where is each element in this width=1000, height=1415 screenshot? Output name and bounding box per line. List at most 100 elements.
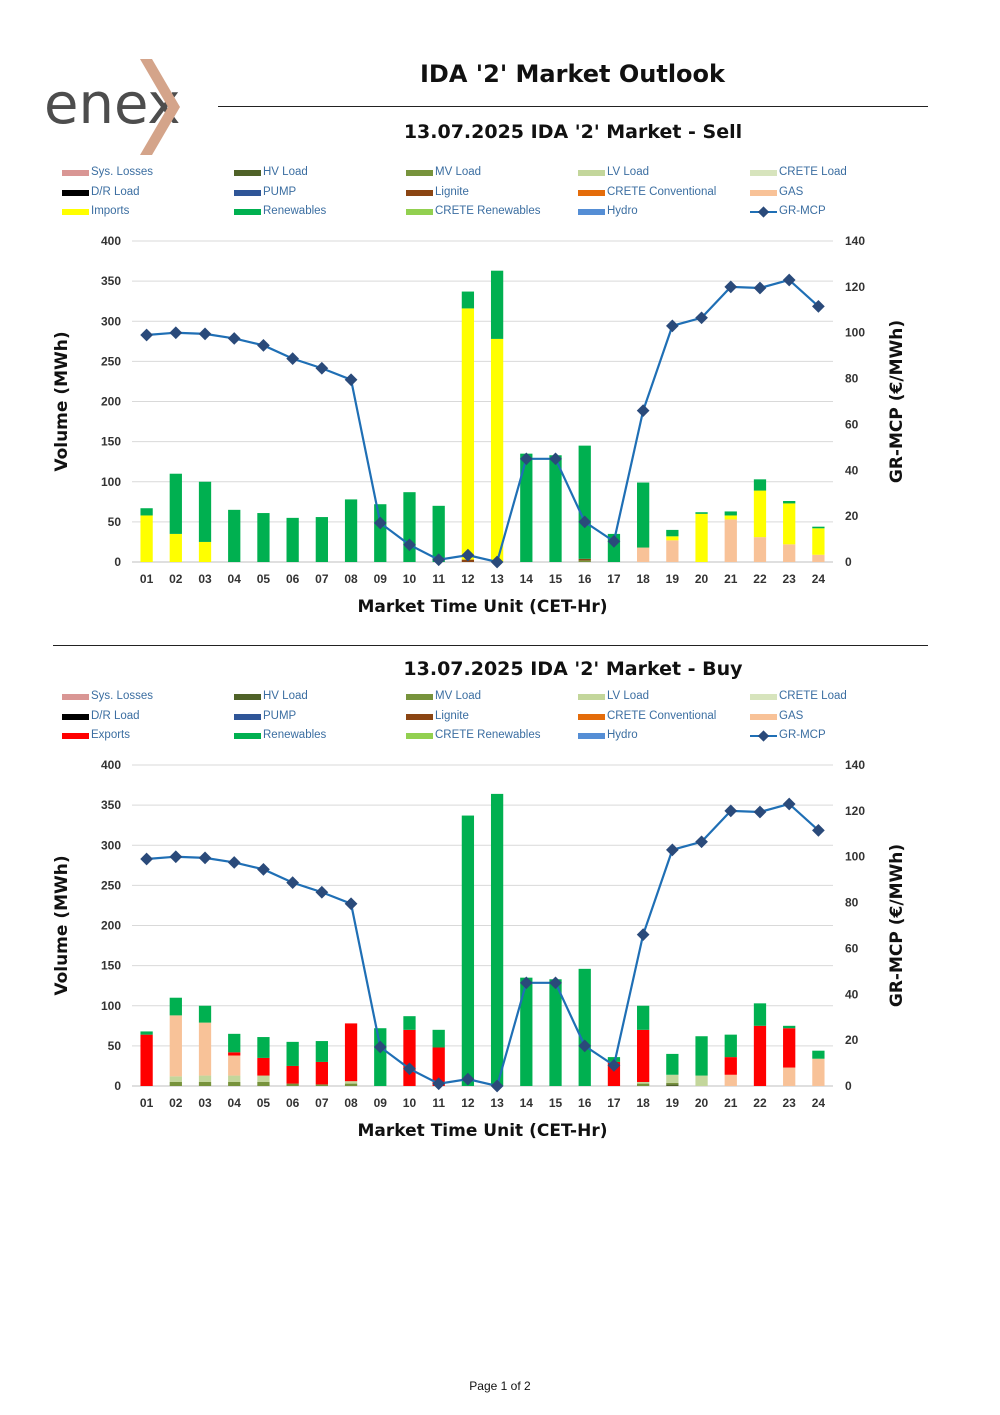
gr-mcp-point: [140, 852, 153, 866]
bar-gas: [812, 1058, 825, 1086]
y2-tick-label: 120: [845, 804, 865, 818]
bar-renewables: [549, 979, 562, 1086]
gridlines: [132, 764, 833, 1087]
gr-mcp-markers: [140, 797, 825, 1093]
x-tick-label: 08: [344, 572, 358, 586]
legend-label: Sys. Losses: [91, 690, 153, 702]
bar-imports: [783, 503, 796, 545]
y-tick-label: 350: [101, 798, 121, 812]
bar-exports: [257, 1057, 270, 1076]
bar-renewables: [286, 1041, 299, 1066]
x-tick-label: 20: [695, 572, 709, 586]
bar-renewables: [666, 529, 679, 537]
bar-lignite: [578, 558, 591, 561]
buy-chart: 0501001502002503003504000204060801001201…: [52, 758, 907, 1141]
legend-swatch-gas: [750, 189, 777, 196]
y-tick-label: 250: [101, 354, 121, 368]
x-tick-label: 02: [169, 572, 183, 586]
bar-imports: [198, 541, 212, 562]
y2-tick-label: 40: [845, 463, 859, 477]
bar-mv-load: [286, 1083, 299, 1086]
x-tick-label: 04: [228, 1096, 242, 1110]
gr-mcp-point: [169, 850, 183, 864]
page-title: IDA '2' Market Outlook: [420, 60, 725, 88]
x-tick-label: 03: [198, 1096, 212, 1110]
bar-gas: [753, 537, 767, 562]
bar-mv-load: [228, 1081, 241, 1086]
bar-renewables: [198, 1005, 212, 1023]
legend-swatch-sys-losses: [62, 170, 89, 176]
legend-label: MV Load: [435, 166, 482, 178]
legend-label: PUMP: [263, 709, 297, 722]
legend-swatch-renewables: [234, 733, 261, 739]
y-tick-label: 0: [114, 1079, 121, 1093]
logo-chevron-icon: [140, 59, 180, 155]
bar-renewables: [403, 1016, 416, 1030]
bar-renewables: [198, 481, 212, 542]
bar-renewables: [812, 526, 825, 529]
x-tick-label: 09: [374, 572, 388, 586]
legend-swatch-crete-renewables: [406, 733, 433, 739]
y-tick-label: 100: [101, 475, 121, 489]
bar-exports: [286, 1065, 299, 1084]
x-tick-label: 21: [724, 1096, 738, 1110]
bar-exports: [637, 1029, 650, 1082]
bar-renewables: [169, 473, 182, 534]
x-tick-label: 14: [520, 1096, 534, 1110]
gr-mcp-line: [146, 802, 820, 1088]
x-tick-label: 06: [286, 572, 300, 586]
gr-mcp-point: [403, 538, 416, 552]
y-tick-label: 50: [108, 515, 122, 529]
bar-lv-load: [257, 1075, 270, 1082]
bar-gas: [783, 1067, 796, 1086]
bar-renewables: [753, 479, 767, 491]
x-tick-label: 16: [578, 572, 592, 586]
legend-swatch-sys-losses: [62, 694, 89, 700]
legend-swatch-gr-mcp: [750, 206, 777, 218]
x-tick-label: 16: [578, 1096, 592, 1110]
bar-gas: [783, 544, 796, 562]
legend-swatch-pump: [234, 713, 261, 720]
page-footer: Page 1 of 2: [469, 1379, 531, 1393]
bar-renewables: [432, 1029, 445, 1048]
bar-renewables: [315, 517, 328, 562]
y2-tick-label: 0: [845, 555, 852, 569]
legend-swatch-hydro: [578, 733, 605, 739]
legend-label: Hydro: [607, 205, 638, 217]
gr-mcp-point: [227, 856, 241, 869]
y2-axis-label: GR-MCP (€/MWh): [887, 320, 907, 483]
bar-gas: [724, 519, 737, 562]
bar-exports: [783, 1028, 796, 1068]
y-tick-label: 400: [101, 758, 121, 772]
y-tick-label: 100: [101, 999, 121, 1013]
bar-renewables: [257, 1037, 270, 1058]
bar-renewables: [724, 511, 737, 516]
bar-renewables: [783, 501, 796, 504]
y-tick-label: 200: [101, 395, 121, 409]
x-tick-label: 19: [666, 1096, 680, 1110]
sell-chart: 0501001502002503003504000204060801001201…: [52, 234, 907, 617]
gr-mcp-point: [344, 897, 358, 911]
bar-imports: [461, 308, 475, 560]
x-tick-label: 07: [315, 572, 329, 586]
y-tick-label: 150: [101, 435, 121, 449]
bar-renewables: [666, 1053, 679, 1075]
y-tick-label: 200: [101, 919, 121, 933]
bar-imports: [753, 490, 767, 538]
legend-label: CRETE Conventional: [607, 185, 717, 198]
bar-lv-load: [344, 1081, 358, 1084]
gr-mcp-point: [169, 326, 183, 340]
bar-exports: [228, 1052, 241, 1056]
gr-mcp-point: [140, 328, 153, 342]
x-tick-label: 10: [403, 1096, 417, 1110]
y-axis-label: Volume (MWh): [52, 331, 72, 471]
legend-swatch-crete-load: [750, 170, 777, 176]
gr-mcp-line: [146, 278, 820, 564]
x-tick-label: 23: [783, 572, 797, 586]
bar-imports: [169, 533, 182, 562]
legend-label: CRETE Renewables: [435, 205, 541, 217]
bar-gas: [169, 1015, 182, 1077]
y2-tick-label: 140: [845, 234, 865, 248]
bar-renewables: [549, 455, 562, 562]
x-tick-label: 10: [403, 572, 417, 586]
